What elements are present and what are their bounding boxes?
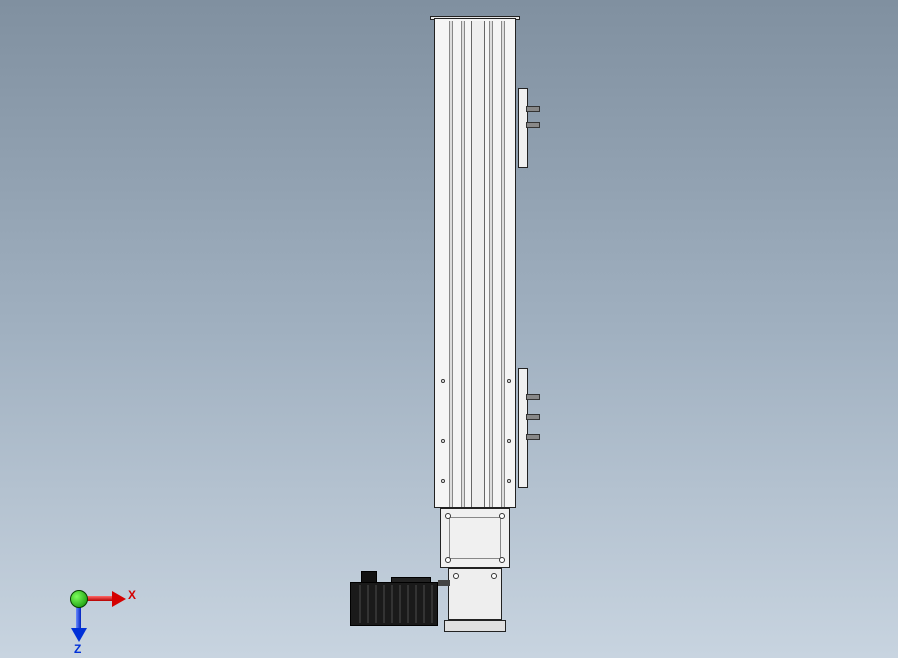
bolt-icon [526,394,540,400]
screw-icon [499,557,505,563]
triad-origin-icon [70,590,88,608]
motor-fins [355,583,433,625]
screw-icon [507,439,511,443]
x-axis-arrowhead-icon [112,591,126,607]
screw-icon [441,479,445,483]
side-plate-lower [518,368,528,488]
base-foot [444,620,506,632]
bolt-icon [526,106,540,112]
rail-center-channel [471,21,485,507]
servo-motor [350,582,438,626]
screw-icon [491,573,497,579]
screw-icon [453,573,459,579]
z-axis-icon [76,606,81,630]
z-axis-label: Z [74,642,81,656]
cad-viewport[interactable]: X Z [0,0,898,658]
side-plate-upper [518,88,528,168]
linear-rail-body [434,18,516,508]
x-axis-icon [86,596,114,601]
screw-icon [499,513,505,519]
screw-icon [507,379,511,383]
motor-mount-block [440,508,510,568]
mount-block-face [449,517,501,559]
screw-icon [445,557,451,563]
bolt-icon [526,434,540,440]
screw-icon [445,513,451,519]
x-axis-label: X [128,588,136,602]
screw-icon [507,479,511,483]
screw-icon [441,379,445,383]
rail-groove [489,21,493,507]
bolt-icon [526,122,540,128]
model-assembly[interactable] [430,18,520,638]
coupling-housing [448,568,502,620]
bolt-icon [526,414,540,420]
rail-groove [449,21,453,507]
rail-groove [461,21,465,507]
screw-icon [441,439,445,443]
motor-shaft [438,580,450,586]
view-orientation-triad[interactable]: X Z [58,570,128,640]
z-axis-arrowhead-icon [71,628,87,642]
motor-connector [361,571,377,583]
rail-groove [501,21,505,507]
